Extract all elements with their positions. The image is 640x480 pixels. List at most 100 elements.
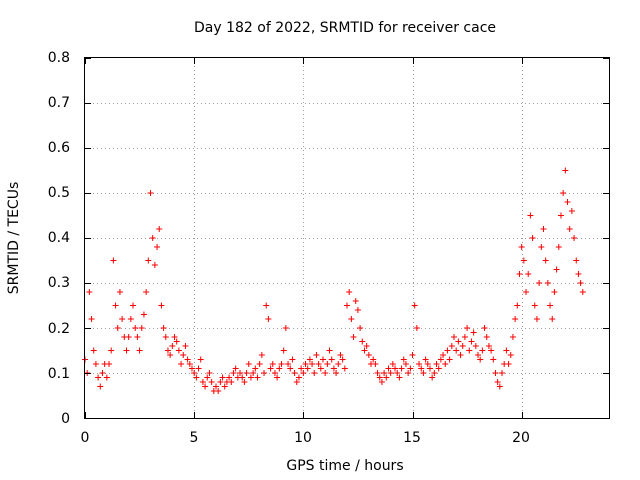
data-point bbox=[291, 370, 298, 376]
data-point bbox=[475, 352, 481, 358]
x-tick-label: 0 bbox=[81, 430, 90, 446]
data-point bbox=[328, 356, 335, 363]
data-point bbox=[313, 352, 320, 358]
data-point bbox=[112, 302, 119, 309]
data-point bbox=[392, 365, 399, 372]
data-point bbox=[298, 365, 305, 372]
data-point bbox=[418, 365, 425, 372]
data-point bbox=[116, 289, 123, 295]
data-point bbox=[114, 325, 121, 331]
data-point bbox=[267, 365, 274, 372]
data-point bbox=[317, 365, 324, 372]
data-point bbox=[175, 347, 182, 354]
data-point bbox=[398, 365, 405, 372]
data-point bbox=[553, 266, 560, 273]
data-point bbox=[184, 356, 191, 363]
y-axis-label: SRMTID / TECUs bbox=[6, 182, 22, 295]
data-point bbox=[335, 361, 342, 367]
data-point bbox=[555, 244, 562, 250]
data-point bbox=[477, 356, 484, 363]
data-point bbox=[138, 325, 145, 331]
data-point bbox=[523, 289, 530, 295]
data-point bbox=[271, 370, 278, 376]
data-point bbox=[191, 370, 198, 376]
data-point bbox=[365, 352, 372, 358]
data-point bbox=[160, 325, 167, 331]
data-point bbox=[180, 352, 187, 358]
data-point bbox=[503, 347, 510, 354]
data-point bbox=[333, 370, 340, 376]
data-point bbox=[337, 352, 344, 358]
data-point bbox=[119, 316, 126, 322]
data-point bbox=[258, 352, 265, 358]
data-point bbox=[215, 388, 222, 394]
data-point bbox=[544, 280, 551, 286]
data-point bbox=[512, 316, 519, 322]
data-point bbox=[416, 361, 423, 367]
data-point bbox=[167, 352, 174, 358]
data-point bbox=[470, 329, 477, 336]
data-point bbox=[405, 370, 412, 376]
data-point bbox=[86, 289, 93, 295]
y-tick-label: 0 bbox=[61, 411, 70, 427]
data-point bbox=[182, 343, 189, 349]
data-point bbox=[357, 325, 364, 331]
data-point bbox=[106, 361, 113, 367]
data-point bbox=[309, 361, 316, 367]
data-point bbox=[490, 356, 497, 363]
data-point bbox=[136, 347, 143, 354]
data-point bbox=[154, 244, 161, 250]
data-point bbox=[206, 370, 213, 376]
data-point bbox=[378, 379, 385, 385]
data-point bbox=[527, 212, 534, 219]
data-point bbox=[429, 374, 436, 381]
data-point bbox=[282, 325, 289, 331]
data-point bbox=[90, 347, 97, 354]
data-point bbox=[420, 370, 427, 376]
data-point bbox=[330, 365, 337, 372]
data-point bbox=[374, 370, 381, 376]
data-point bbox=[354, 307, 361, 313]
data-point bbox=[459, 343, 466, 349]
data-point bbox=[450, 334, 457, 340]
data-point bbox=[319, 356, 326, 363]
plot-frame bbox=[84, 57, 610, 419]
data-point bbox=[162, 334, 169, 340]
data-point bbox=[453, 347, 460, 354]
data-point bbox=[99, 370, 106, 376]
data-point bbox=[472, 343, 479, 349]
data-point bbox=[350, 334, 357, 340]
y-tick-label: 0.7 bbox=[48, 95, 70, 111]
data-point bbox=[560, 190, 567, 196]
data-point bbox=[339, 356, 346, 363]
data-point bbox=[110, 257, 117, 264]
data-point bbox=[448, 343, 455, 349]
data-point bbox=[446, 356, 453, 363]
data-point bbox=[252, 365, 259, 372]
data-point bbox=[457, 352, 464, 358]
data-point bbox=[186, 361, 193, 367]
data-point bbox=[400, 356, 407, 363]
data-point bbox=[263, 302, 270, 309]
data-point bbox=[265, 316, 272, 322]
data-point bbox=[442, 361, 449, 367]
data-point bbox=[197, 356, 204, 363]
data-point bbox=[151, 262, 158, 268]
data-point bbox=[461, 334, 468, 340]
data-point bbox=[566, 226, 573, 232]
data-point bbox=[536, 280, 543, 286]
data-point bbox=[389, 361, 396, 367]
data-point bbox=[557, 212, 564, 219]
data-point bbox=[295, 374, 302, 381]
data-point bbox=[483, 334, 490, 340]
data-point bbox=[507, 352, 514, 358]
data-point bbox=[496, 383, 503, 390]
y-tick-label: 0.3 bbox=[48, 275, 70, 291]
data-point bbox=[193, 374, 200, 381]
y-tick-label: 0.6 bbox=[48, 140, 70, 156]
x-tick-label: 5 bbox=[190, 430, 199, 446]
data-point bbox=[178, 361, 185, 367]
data-point bbox=[549, 316, 556, 322]
y-tick-label: 0.1 bbox=[48, 366, 70, 382]
data-point bbox=[140, 311, 147, 318]
